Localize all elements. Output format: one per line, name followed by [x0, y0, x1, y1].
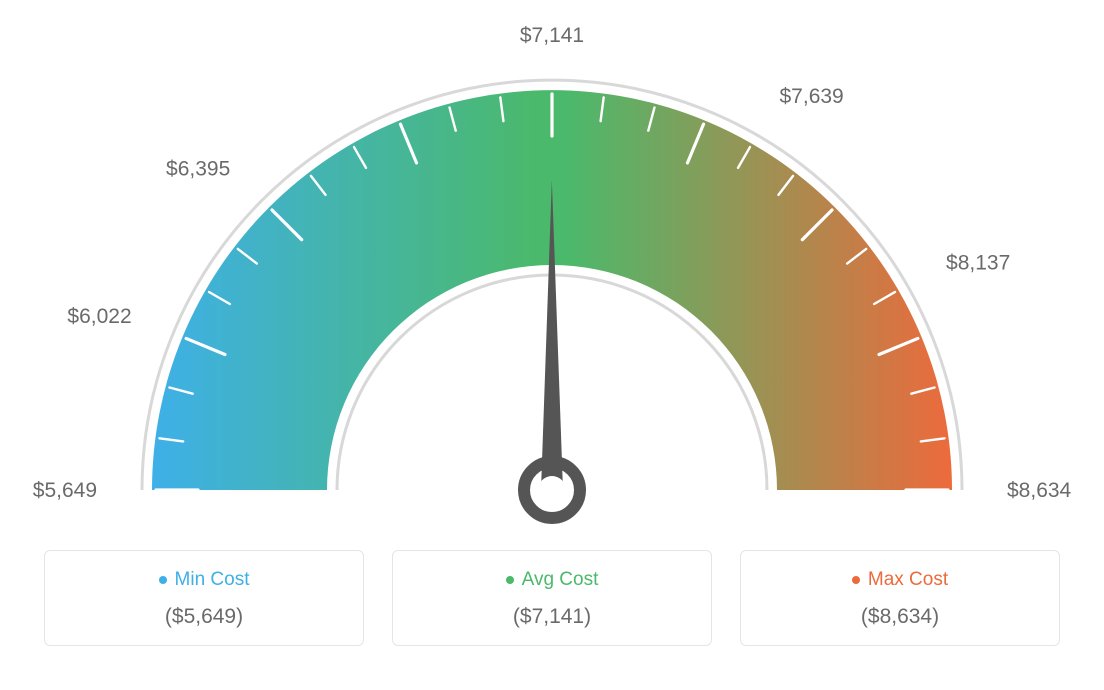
- legend-value-min: ($5,649): [55, 605, 353, 629]
- legend-row: Min Cost ($5,649) Avg Cost ($7,141) Max …: [0, 540, 1104, 646]
- gauge-tick-label: $7,141: [520, 24, 584, 47]
- gauge-tick-label: $5,649: [33, 479, 97, 502]
- gauge-tick-label: $7,639: [780, 85, 844, 108]
- gauge-svg: $5,649 $6,022 $6,395 $7,141 $7,639 $8,137 $8,6…: [0, 0, 1104, 540]
- legend-value-avg: ($7,141): [403, 605, 701, 629]
- legend-dot-avg: [506, 576, 514, 584]
- legend-dot-min: [159, 576, 167, 584]
- legend-title-text-avg: Avg Cost: [522, 569, 599, 591]
- legend-card-min: Min Cost ($5,649): [44, 550, 364, 646]
- legend-title-avg: Avg Cost: [403, 569, 701, 591]
- legend-title-text-max: Max Cost: [868, 569, 948, 591]
- legend-value-max: ($8,634): [751, 605, 1049, 629]
- gauge-needle-hub-inner: [538, 476, 566, 504]
- gauge-tick-label: $8,137: [946, 252, 1010, 275]
- legend-card-avg: Avg Cost ($7,141): [392, 550, 712, 646]
- legend-title-text-min: Min Cost: [175, 569, 250, 591]
- gauge-container: $5,649 $6,022 $6,395 $7,141 $7,639 $8,137 $8,6…: [0, 0, 1104, 540]
- legend-title-max: Max Cost: [751, 569, 1049, 591]
- legend-card-max: Max Cost ($8,634): [740, 550, 1060, 646]
- gauge-tick-label: $8,634: [1007, 479, 1072, 502]
- gauge-tick-label: $6,395: [166, 157, 230, 180]
- legend-dot-max: [852, 576, 860, 584]
- legend-title-min: Min Cost: [55, 569, 353, 591]
- gauge-tick-label: $6,022: [67, 305, 131, 328]
